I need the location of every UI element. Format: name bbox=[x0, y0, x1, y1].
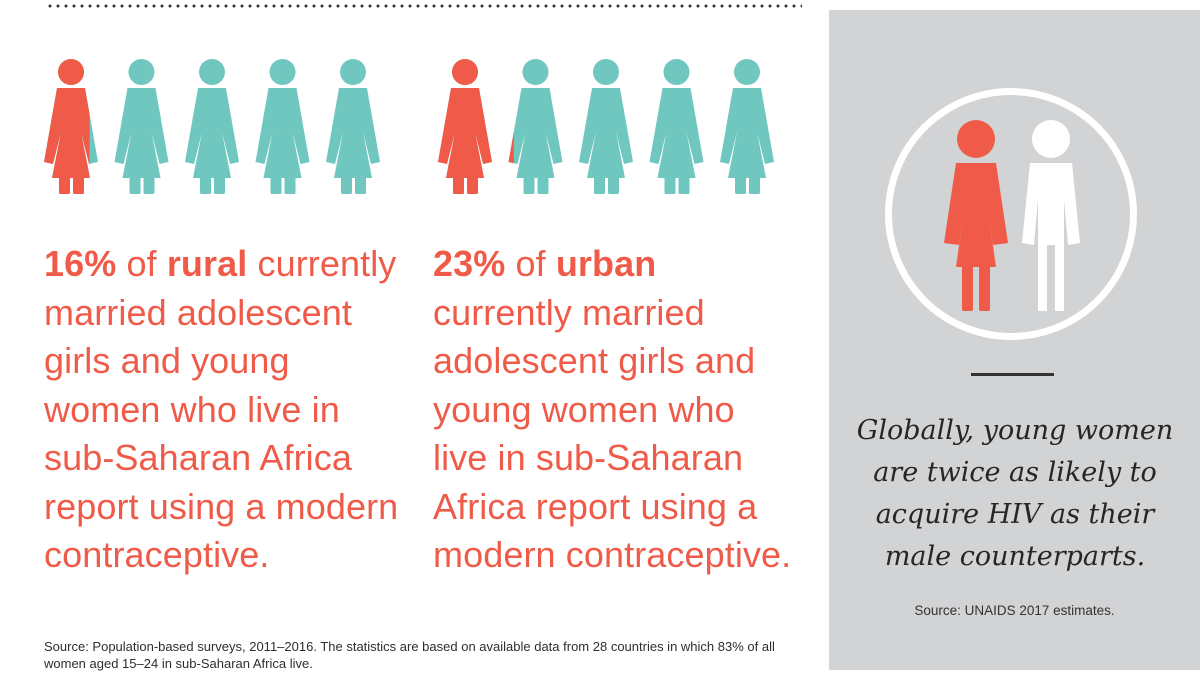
rural-woman-icon-5 bbox=[326, 59, 380, 194]
sidebar-panel: Globally, young women are twice as likel… bbox=[829, 10, 1200, 670]
urban-woman-icon-4 bbox=[649, 59, 704, 194]
urban-category: urban bbox=[555, 243, 657, 284]
dotted-divider bbox=[46, 3, 802, 9]
panel-quote: Globally, young women are twice as likel… bbox=[856, 415, 1174, 572]
man-icon bbox=[1022, 120, 1080, 311]
urban-body-text: currently married adolescent girls and y… bbox=[433, 291, 792, 576]
rural-woman-icon-2 bbox=[114, 59, 169, 194]
rural-woman-icon-3 bbox=[185, 59, 239, 194]
rural-statistic: 16% of rural currently married adolescen… bbox=[44, 240, 404, 580]
rural-woman-icon-1 bbox=[44, 59, 98, 194]
urban-woman-icon-5 bbox=[720, 59, 774, 194]
rural-of: of bbox=[126, 243, 157, 284]
urban-woman-icon-1 bbox=[438, 59, 492, 194]
panel-source: Source: UNAIDS 2017 estimates. bbox=[914, 603, 1115, 618]
gender-circle bbox=[885, 88, 1137, 340]
rural-figure-row bbox=[40, 58, 384, 196]
urban-figure-row bbox=[434, 58, 778, 196]
rural-percent: 16% bbox=[44, 243, 117, 284]
panel-divider bbox=[971, 373, 1054, 376]
urban-of: of bbox=[515, 243, 546, 284]
woman-icon bbox=[944, 120, 1008, 311]
rural-body-text: currently married adolescent girls and y… bbox=[44, 243, 399, 575]
urban-woman-icon-2 bbox=[508, 59, 563, 194]
urban-woman-icon-3 bbox=[579, 59, 633, 194]
source-note: Source: Population-based surveys, 2011–2… bbox=[44, 639, 775, 671]
urban-statistic: 23% of urban currently married adolescen… bbox=[433, 240, 793, 580]
rural-category: rural bbox=[166, 243, 248, 284]
urban-percent: 23% bbox=[433, 243, 506, 284]
rural-woman-icon-4 bbox=[255, 59, 310, 194]
